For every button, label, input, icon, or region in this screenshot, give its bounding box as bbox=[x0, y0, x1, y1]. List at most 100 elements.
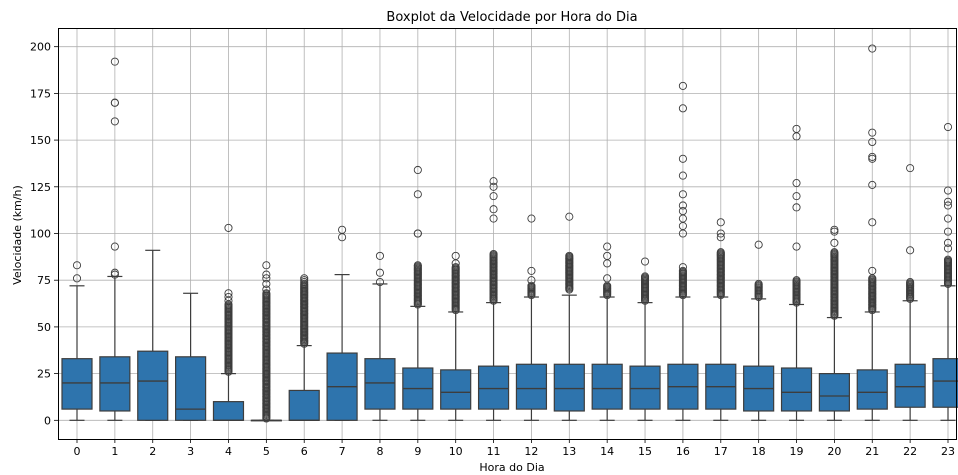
y-tick-label: 25 bbox=[37, 368, 51, 381]
outlier-point bbox=[565, 251, 574, 260]
outlier-point bbox=[678, 171, 687, 180]
outlier-point bbox=[906, 246, 915, 255]
iqr-box bbox=[137, 350, 169, 421]
x-tick-label: 1 bbox=[111, 445, 118, 458]
outlier-point bbox=[678, 266, 687, 275]
x-tick-label: 20 bbox=[827, 445, 841, 458]
outlier-point bbox=[224, 223, 233, 232]
outlier-point bbox=[527, 214, 536, 223]
outlier-point bbox=[413, 165, 422, 175]
outlier-point bbox=[110, 117, 119, 126]
iqr-box bbox=[553, 363, 585, 412]
outlier-point bbox=[868, 137, 877, 147]
outlier-point bbox=[868, 180, 877, 189]
outlier-point bbox=[338, 225, 347, 234]
outlier-point bbox=[868, 44, 877, 53]
box-7 bbox=[326, 225, 358, 421]
box-21 bbox=[856, 44, 888, 421]
outlier-point bbox=[943, 255, 953, 264]
outlier-point bbox=[943, 122, 953, 132]
outlier-point bbox=[678, 263, 687, 272]
y-tick-label: 150 bbox=[30, 134, 51, 147]
box-10 bbox=[440, 251, 472, 421]
box-8 bbox=[364, 251, 396, 421]
x-tick-label: 7 bbox=[339, 445, 346, 458]
outlier-point bbox=[716, 248, 725, 257]
y-tick-label: 175 bbox=[30, 87, 51, 100]
box-0 bbox=[61, 261, 93, 421]
box-2 bbox=[137, 249, 169, 421]
box-15 bbox=[629, 257, 661, 421]
x-tick-label: 2 bbox=[149, 445, 156, 458]
outlier-point bbox=[110, 98, 119, 107]
outlier-point bbox=[678, 207, 687, 216]
x-tick-label: 21 bbox=[865, 445, 879, 458]
outlier-point bbox=[603, 251, 612, 260]
x-tick-label: 13 bbox=[562, 445, 576, 458]
outlier-point bbox=[110, 57, 119, 66]
outlier-point bbox=[943, 201, 953, 210]
outlier-point bbox=[678, 154, 687, 163]
x-tick-label: 14 bbox=[600, 445, 614, 458]
outlier-point bbox=[375, 278, 385, 287]
outlier-point bbox=[868, 154, 877, 163]
iqr-box bbox=[99, 356, 131, 412]
outlier-point bbox=[716, 233, 725, 242]
outlier-point bbox=[489, 205, 498, 214]
x-tick-label: 3 bbox=[187, 445, 194, 458]
iqr-box bbox=[894, 363, 926, 408]
x-tick-label: 4 bbox=[225, 445, 232, 458]
outlier-point bbox=[489, 192, 498, 201]
iqr-box bbox=[175, 356, 207, 421]
iqr-box bbox=[364, 358, 396, 410]
x-tick-label: 0 bbox=[74, 445, 81, 458]
outlier-point bbox=[754, 240, 763, 249]
y-tick-label: 0 bbox=[44, 414, 51, 427]
x-tick-label: 16 bbox=[676, 445, 690, 458]
box-14 bbox=[591, 242, 623, 421]
outlier-point bbox=[868, 218, 877, 227]
outlier-point bbox=[943, 227, 953, 236]
outlier-point bbox=[830, 227, 839, 236]
y-axis: 0 25 50 75 100 125 150 175 200 bbox=[30, 41, 58, 427]
outlier-point bbox=[300, 276, 309, 285]
box-11 bbox=[477, 177, 510, 421]
box-23 bbox=[932, 122, 958, 421]
outlier-point bbox=[565, 212, 574, 221]
outlier-point bbox=[489, 249, 498, 259]
y-axis-title: Velocidade (km/h) bbox=[11, 185, 24, 285]
iqr-box bbox=[288, 389, 320, 421]
x-tick-label: 11 bbox=[487, 445, 501, 458]
x-tick-label: 8 bbox=[376, 445, 383, 458]
box-22 bbox=[894, 164, 926, 421]
y-tick-label: 200 bbox=[30, 41, 51, 54]
outlier-point bbox=[489, 177, 498, 186]
x-tick-label: 19 bbox=[790, 445, 804, 458]
outlier-point bbox=[262, 274, 271, 283]
outlier-point bbox=[943, 238, 953, 247]
outlier-point bbox=[716, 229, 725, 238]
x-tick-label: 22 bbox=[903, 445, 917, 458]
y-tick-label: 100 bbox=[30, 228, 51, 241]
outlier-point bbox=[792, 124, 801, 133]
iqr-box bbox=[780, 367, 813, 412]
outlier-point bbox=[262, 279, 271, 288]
outlier-point bbox=[640, 272, 650, 281]
box-9 bbox=[402, 165, 434, 421]
outlier-point bbox=[527, 266, 536, 275]
outlier-point bbox=[489, 214, 498, 223]
outlier-point bbox=[830, 248, 839, 257]
x-tick-label: 10 bbox=[449, 445, 463, 458]
plot-frame bbox=[58, 28, 957, 440]
outlier-point bbox=[300, 279, 309, 288]
outlier-point bbox=[792, 192, 801, 201]
box-5 bbox=[250, 261, 282, 423]
outlier-point bbox=[413, 261, 422, 270]
outlier-point bbox=[678, 81, 687, 90]
outlier-point bbox=[72, 274, 82, 283]
box-6 bbox=[288, 274, 320, 421]
box-17 bbox=[705, 218, 737, 421]
box-19 bbox=[780, 124, 813, 421]
box-18 bbox=[743, 240, 775, 421]
